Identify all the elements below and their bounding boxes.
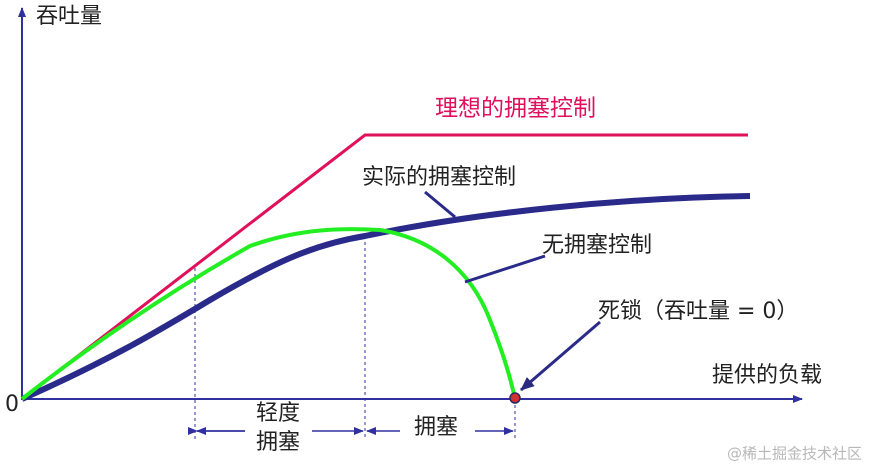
region-label: 拥塞 <box>256 430 300 455</box>
region-label: 轻度 <box>256 401 300 426</box>
no-control-curve <box>20 227 517 401</box>
ideal-label: 理想的拥塞控制 <box>435 96 596 122</box>
actual-curve <box>20 193 751 402</box>
actual-label: 实际的拥塞控制 <box>362 165 516 190</box>
watermark: @稀土掘金技术社区 <box>727 445 862 463</box>
origin-label: 0 <box>5 392 19 417</box>
region-label: 拥塞 <box>414 415 458 440</box>
y-axis-label: 吞吐量 <box>36 4 102 29</box>
ideal-curve <box>21 133 748 401</box>
leader-line <box>464 254 546 284</box>
deadlock-label: 死锁（吞吐量 = 0） <box>598 299 798 324</box>
deadlock-point <box>509 392 521 404</box>
no-control-label: 无拥塞控制 <box>542 233 652 258</box>
leader-line <box>424 190 456 219</box>
deadlock-arrow <box>520 320 601 392</box>
x-axis-label: 提供的负载 <box>712 363 822 388</box>
